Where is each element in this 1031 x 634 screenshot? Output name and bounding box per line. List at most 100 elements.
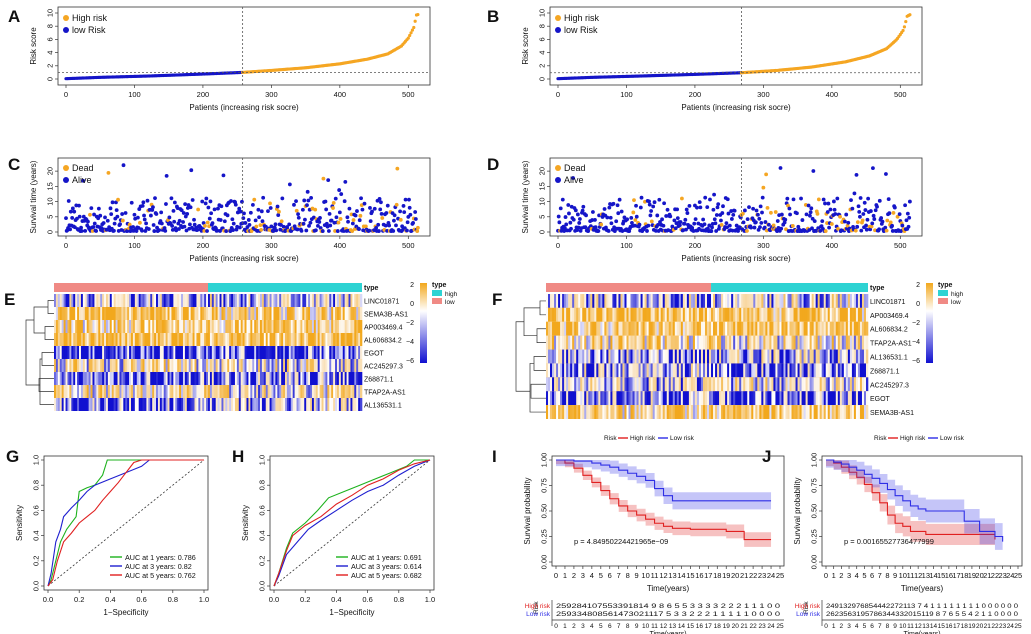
panel-J-y-tick-label: 0.75 xyxy=(810,478,819,493)
heatmap-cell xyxy=(73,385,76,398)
heatmap-cell xyxy=(767,377,770,392)
alive-point xyxy=(875,204,879,209)
dead-point xyxy=(633,218,638,222)
heatmap-cell xyxy=(234,372,238,385)
heatmap-cell xyxy=(286,398,290,411)
heatmap-cell xyxy=(626,363,629,378)
risk-point xyxy=(908,13,912,17)
heatmap-cell xyxy=(127,333,130,346)
heatmap-cell xyxy=(594,307,597,322)
heatmap-cell xyxy=(317,385,320,398)
heatmap-cell xyxy=(336,307,340,320)
heatmap-cell xyxy=(55,333,59,346)
heatmap-cell xyxy=(843,349,847,364)
alive-point xyxy=(370,209,374,214)
heatmap-cell xyxy=(711,363,714,378)
heatmap-cell xyxy=(688,321,692,336)
heatmap-cell xyxy=(851,335,855,350)
heatmap-cell xyxy=(797,307,800,322)
alive-point xyxy=(251,203,255,207)
heatmap-cell xyxy=(743,405,746,419)
alive-point xyxy=(92,221,97,226)
alive-point xyxy=(741,220,746,225)
heatmap-cell xyxy=(250,385,253,398)
heatmap-cell xyxy=(244,307,247,320)
heatmap-cell xyxy=(177,333,180,346)
heatmap-cell xyxy=(624,349,627,364)
alive-point xyxy=(188,205,193,210)
heatmap-cell xyxy=(335,385,338,398)
dead-point xyxy=(202,228,207,233)
heatmap-cell xyxy=(588,363,591,378)
heatmap-cell xyxy=(79,320,82,333)
heatmap-cell xyxy=(803,391,806,406)
heatmap-cell xyxy=(256,359,259,372)
heatmap-cell xyxy=(813,363,816,378)
risk-table-tick: 6 xyxy=(870,623,874,630)
alive-point xyxy=(835,196,840,201)
alive-point xyxy=(692,221,697,226)
heatmap-cell xyxy=(817,294,820,308)
heatmap-cell xyxy=(616,377,619,392)
heatmap-cell xyxy=(801,377,804,392)
heatmap-cell xyxy=(254,294,257,307)
heatmap-cell xyxy=(678,377,682,392)
risk-table-tick: 1 xyxy=(832,623,836,630)
panel-A-x-tick-label: 200 xyxy=(197,90,210,99)
heatmap-cell xyxy=(313,307,317,320)
heatmap-cell xyxy=(664,363,668,378)
heatmap-cell xyxy=(281,294,284,307)
gene-label-EGOT: EGOT xyxy=(364,351,385,358)
panel-J-x-tick-label: 12 xyxy=(914,571,922,580)
heatmap-cell xyxy=(275,359,278,372)
heatmap-cell xyxy=(248,333,251,346)
heatmap-cell xyxy=(777,321,780,336)
heatmap-cell xyxy=(791,377,794,392)
heatmap-cell xyxy=(797,294,800,308)
panel-B-x-tick-label: 300 xyxy=(757,90,770,99)
heatmap-cell xyxy=(275,320,278,333)
alive-point xyxy=(385,228,389,233)
heatmap-cell xyxy=(150,294,153,307)
heatmap-cell xyxy=(100,333,103,346)
heatmap-cell xyxy=(200,385,203,398)
heatmap-cell xyxy=(721,377,724,392)
heatmap-cell xyxy=(835,307,839,322)
heatmap-cell xyxy=(275,307,278,320)
heatmap-cell xyxy=(656,349,659,364)
heatmap-cell xyxy=(310,359,313,372)
risk-point xyxy=(902,25,907,29)
heatmap-cell xyxy=(234,333,238,346)
heatmap-cell xyxy=(315,307,319,320)
heatmap-cell xyxy=(616,307,619,322)
heatmap-cell xyxy=(286,385,290,398)
alive-point xyxy=(307,223,311,228)
panel-D-x-tick-label: 100 xyxy=(620,241,633,250)
heatmap-cell xyxy=(188,398,191,411)
panel-J-x-tick-label: 1 xyxy=(832,571,836,580)
alive-point xyxy=(405,220,410,225)
heatmap-cell xyxy=(692,294,696,308)
heatmap-cell xyxy=(335,398,338,411)
heatmap-cell xyxy=(713,294,716,308)
heatmap-cell xyxy=(612,294,615,308)
heatmap-cell xyxy=(704,321,708,336)
heatmap-cell xyxy=(668,363,672,378)
heatmap-cell xyxy=(546,294,549,308)
risk-table-tick: 6 xyxy=(608,623,612,630)
alive-point xyxy=(114,200,118,205)
alive-point xyxy=(584,213,588,218)
heatmap-cell xyxy=(59,372,62,385)
alive-point xyxy=(64,216,68,221)
heatmap-cell xyxy=(809,321,812,336)
heatmap-cell xyxy=(348,372,351,385)
heatmap-cell xyxy=(163,385,166,398)
panel-G-x-tick-label: 0.2 xyxy=(74,595,84,604)
heatmap-cell xyxy=(702,391,706,406)
heatmap-cell xyxy=(125,307,128,320)
heatmap-cell xyxy=(134,307,138,320)
heatmap-cell xyxy=(156,333,159,346)
heatmap-cell xyxy=(624,294,627,308)
heatmap-cell xyxy=(121,372,124,385)
heatmap-cell xyxy=(739,294,742,308)
